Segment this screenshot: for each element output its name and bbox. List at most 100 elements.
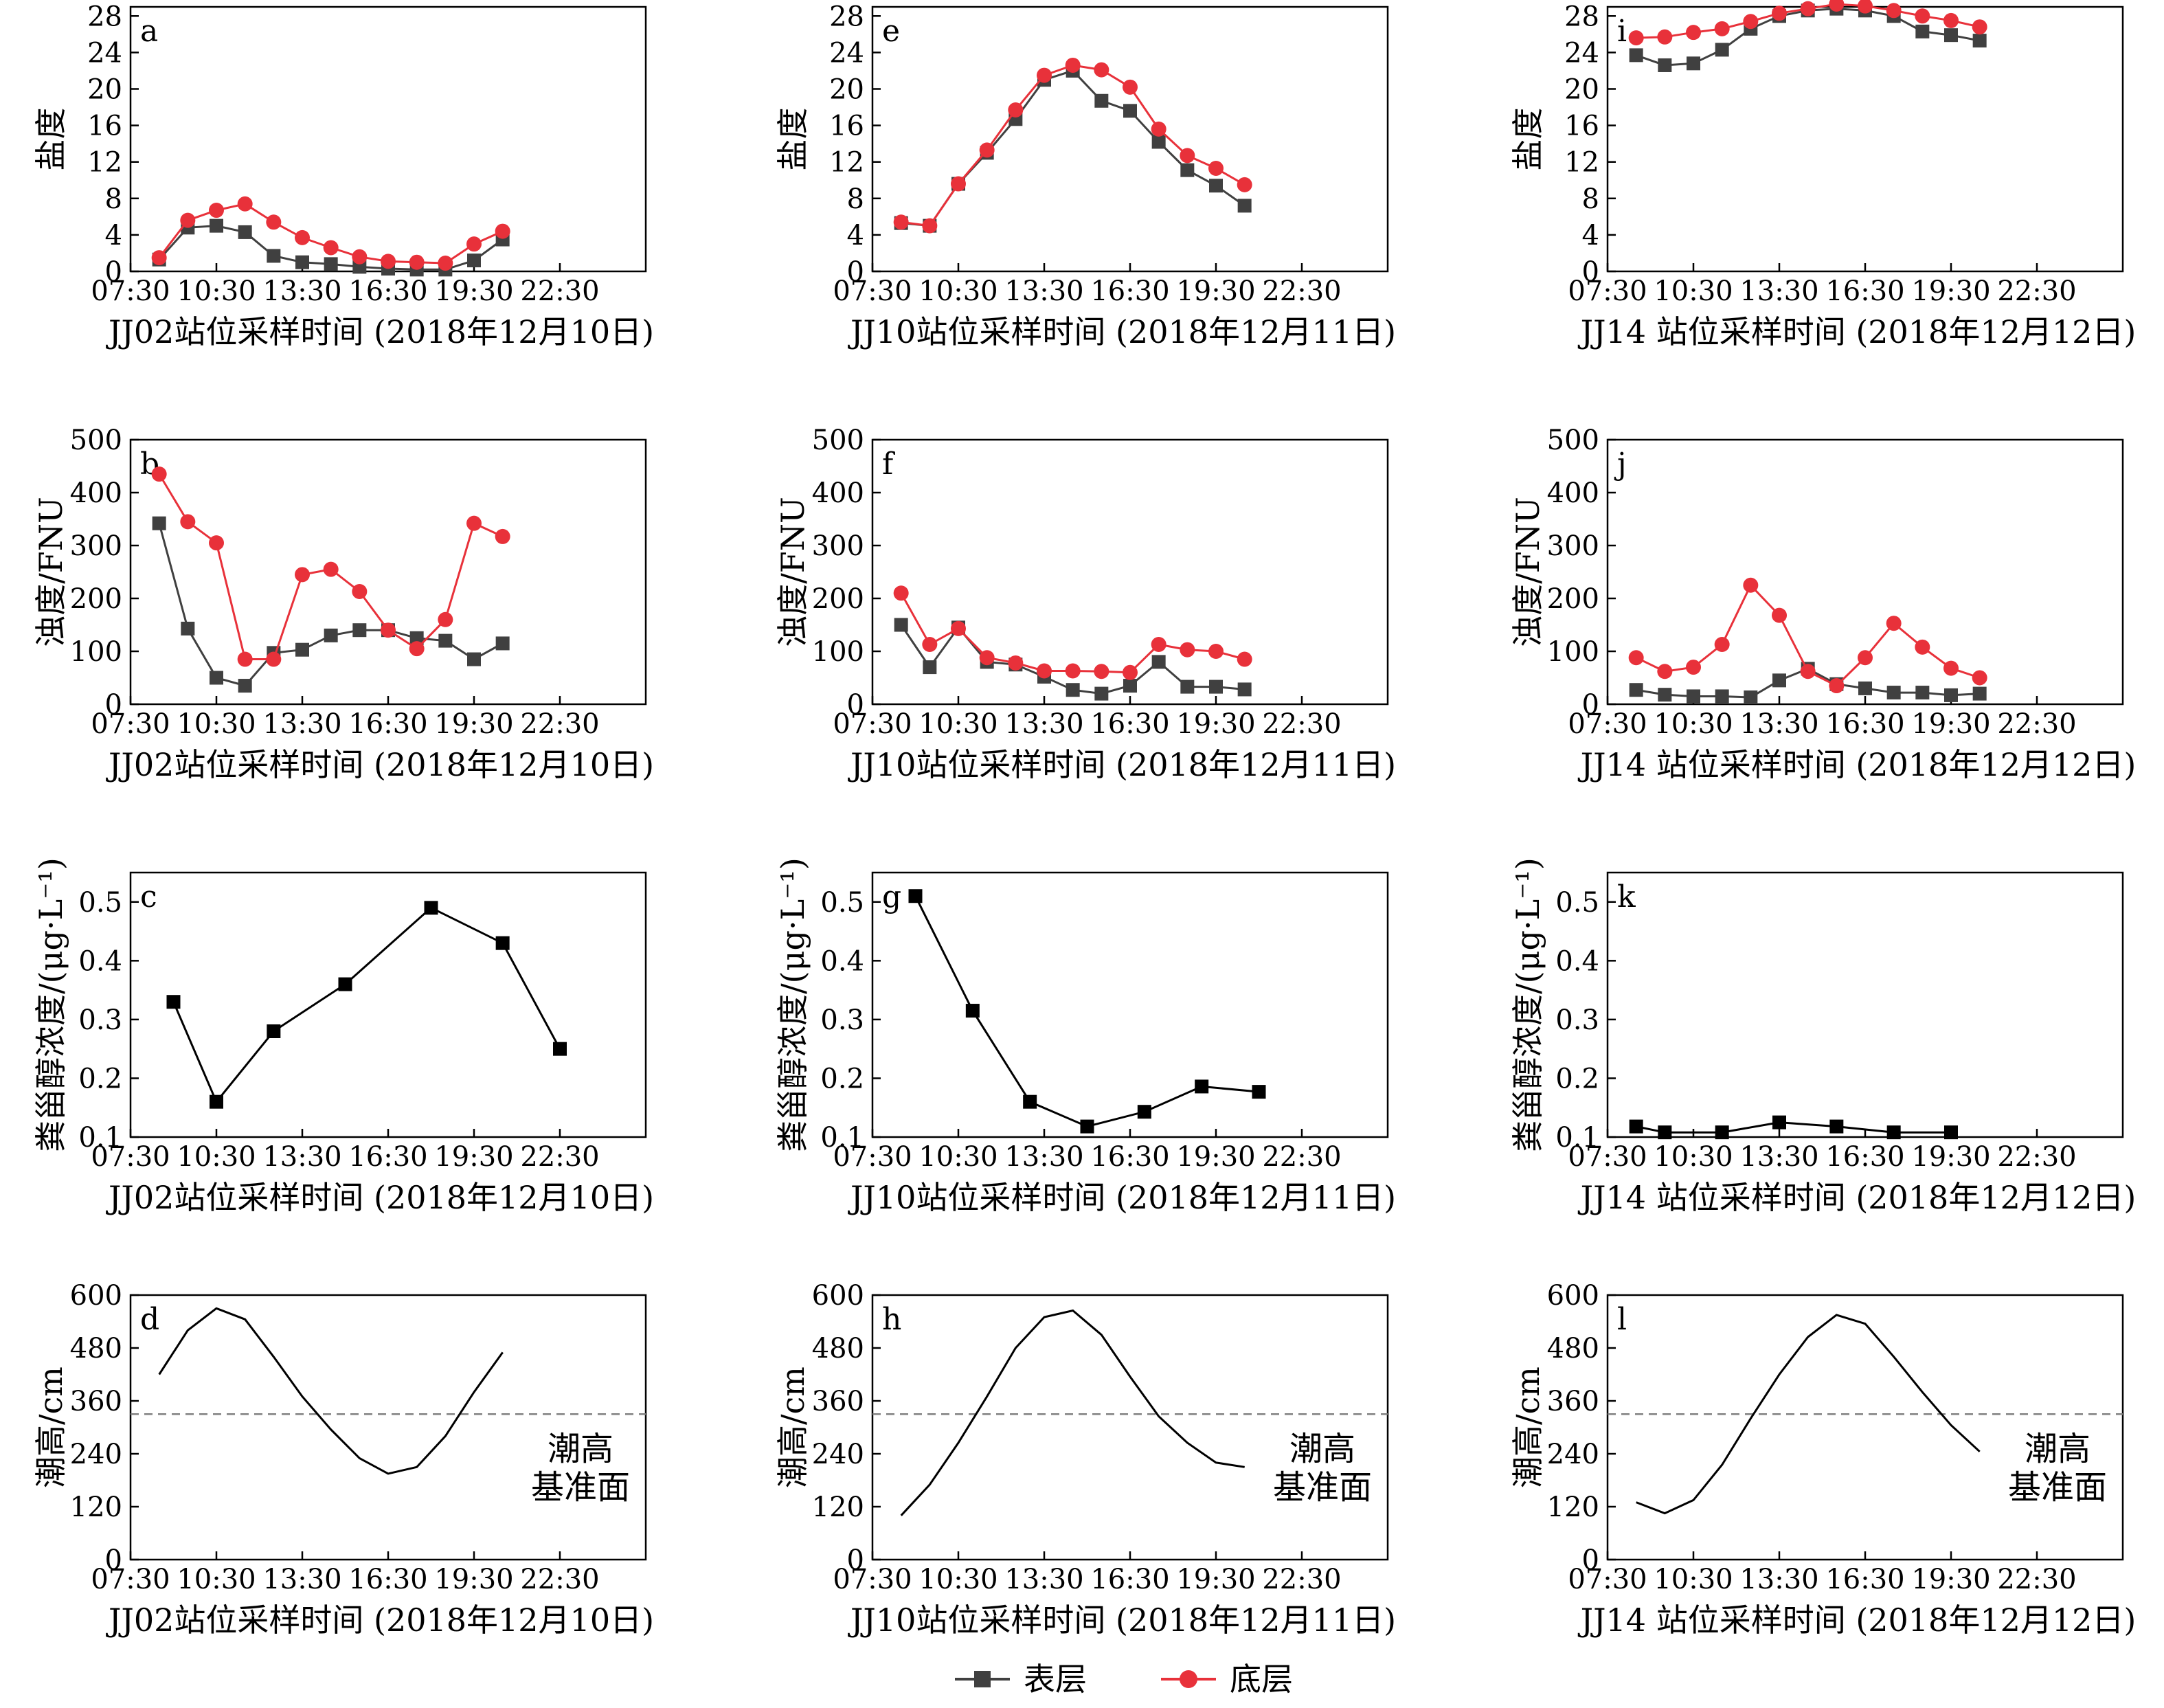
y-tick-label: 0.2	[78, 1063, 122, 1094]
x-tick-label: 19:30	[434, 708, 513, 740]
plot-frame	[1606, 1294, 2124, 1561]
datum-annotation: 潮高	[548, 1430, 613, 1468]
x-tick-label: 16:30	[1090, 276, 1169, 307]
x-tick-label: 07:30	[91, 708, 170, 740]
data-point	[495, 223, 510, 239]
x-tick-label: 22:30	[520, 1564, 599, 1595]
y-tick-label: 0.5	[1555, 887, 1599, 919]
y-axis-title: 粪甾醇浓度/(μg·L⁻¹)	[32, 857, 69, 1152]
data-point	[1151, 135, 1166, 149]
y-axis-title: 盐度	[32, 108, 69, 171]
x-tick-label: 13:30	[1739, 276, 1818, 307]
y-axis-title: 盐度	[774, 108, 811, 171]
data-point	[1915, 639, 1930, 655]
x-tick-label: 22:30	[1262, 276, 1341, 307]
y-tick-label: 0	[1582, 1544, 1599, 1576]
y-tick-label: 8	[105, 183, 122, 215]
data-point	[1237, 682, 1252, 697]
x-tick-label: 13:30	[1004, 1141, 1083, 1173]
x-tick-label: 07:30	[833, 276, 912, 307]
data-point	[1065, 57, 1081, 73]
data-point	[1657, 29, 1673, 45]
data-point	[1972, 34, 1987, 48]
y-tick-label: 0.5	[78, 887, 122, 919]
x-axis-title: JJ02站位采样时间 (2018年12月10日)	[106, 313, 654, 350]
x-tick-label: 10:30	[918, 708, 998, 740]
data-point	[1195, 1079, 1209, 1094]
data-point	[1151, 636, 1166, 652]
data-point	[381, 254, 396, 269]
x-tick-label: 07:30	[833, 708, 912, 740]
data-point	[1080, 1119, 1094, 1134]
data-point	[1065, 663, 1081, 679]
y-tick-label: 20	[1564, 74, 1599, 105]
y-tick-label: 120	[812, 1492, 864, 1523]
y-tick-label: 16	[1564, 111, 1599, 142]
series-line	[158, 1307, 504, 1475]
data-point	[438, 256, 453, 271]
legend-bottom-marker	[1180, 1670, 1197, 1688]
data-point	[181, 621, 195, 636]
data-point	[466, 515, 482, 531]
x-tick-label: 10:30	[1654, 708, 1733, 740]
x-tick-label: 13:30	[1739, 1564, 1818, 1595]
panel-letter: l	[1617, 1302, 1627, 1337]
y-tick-label: 600	[70, 1280, 122, 1312]
data-point	[1972, 670, 1987, 686]
data-point	[1209, 679, 1223, 694]
panel-g: 0.1 0.2 0.3 0.4 0.5 07:30 10:30 13:30 16:30 19:30…	[774, 857, 1396, 1216]
data-point	[922, 636, 938, 652]
panel-c: 0.1 0.2 0.3 0.4 0.5 07:30 10:30 13:30 16:30 19:30…	[32, 857, 654, 1216]
data-point	[1829, 0, 1845, 12]
data-point	[1687, 56, 1700, 71]
data-point	[266, 214, 282, 230]
data-point	[495, 636, 510, 651]
data-point	[267, 1024, 281, 1038]
y-tick-label: 12	[829, 147, 864, 179]
x-tick-label: 13:30	[262, 1141, 341, 1173]
data-point	[1943, 12, 1959, 28]
data-point	[951, 620, 966, 636]
x-tick-label: 19:30	[1911, 1564, 1990, 1595]
panel-letter: g	[882, 879, 901, 914]
data-point	[180, 514, 196, 530]
data-point	[1686, 660, 1701, 675]
data-point	[1858, 0, 1873, 14]
data-point	[923, 660, 937, 675]
x-tick-label: 19:30	[434, 1564, 513, 1595]
x-tick-label: 16:30	[1090, 708, 1169, 740]
y-tick-label: 480	[1547, 1333, 1599, 1364]
x-tick-label: 10:30	[177, 1564, 256, 1595]
x-tick-label: 22:30	[520, 276, 599, 307]
data-point	[295, 255, 309, 269]
data-point	[1714, 21, 1730, 36]
data-point	[1037, 67, 1052, 83]
data-point	[922, 218, 938, 234]
x-tick-label: 16:30	[348, 708, 427, 740]
y-tick-label: 16	[829, 111, 864, 142]
y-tick-label: 100	[812, 636, 864, 668]
data-point	[323, 561, 339, 577]
x-tick-label: 13:30	[262, 708, 341, 740]
x-tick-label: 16:30	[1825, 708, 1904, 740]
y-tick-label: 16	[87, 111, 122, 142]
y-tick-label: 28	[829, 1, 864, 32]
x-tick-label: 19:30	[1176, 1141, 1255, 1173]
data-point	[1972, 19, 1987, 35]
x-tick-label: 16:30	[1090, 1141, 1169, 1173]
panel-j: 0 100 200 300 400 500 07:30 10:30 13:30 16:30 19:3…	[1509, 425, 2136, 783]
x-tick-label: 19:30	[434, 1141, 513, 1173]
panel-letter: k	[1617, 879, 1636, 914]
data-point	[1237, 177, 1252, 192]
y-tick-label: 0.3	[78, 1004, 122, 1036]
y-tick-label: 0.1	[820, 1122, 864, 1154]
data-point	[237, 651, 253, 667]
data-point	[1886, 686, 1901, 700]
panel-letter: d	[140, 1302, 159, 1337]
data-point	[1123, 664, 1138, 680]
data-point	[152, 516, 166, 530]
y-tick-label: 480	[812, 1333, 864, 1364]
data-point	[409, 641, 425, 657]
data-point	[180, 212, 196, 228]
data-point	[1629, 683, 1643, 697]
